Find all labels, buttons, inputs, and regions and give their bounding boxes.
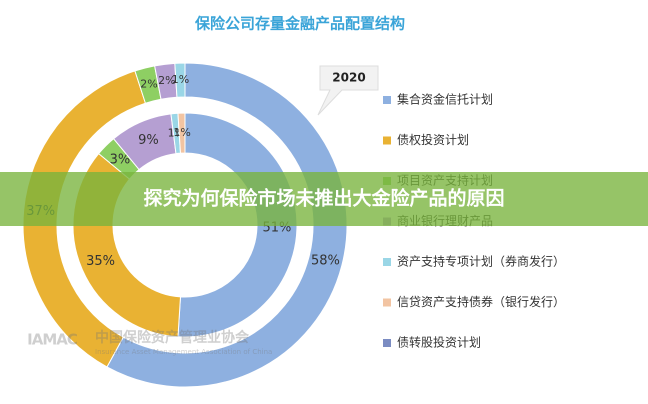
callout: 2020 [332, 71, 365, 85]
callout-box [317, 65, 379, 116]
legend-label: 信贷资产支持债券（银行发行） [397, 294, 565, 309]
data-label: 1% [172, 73, 189, 86]
data-label: 9% [138, 133, 159, 148]
banner-text: 探究为何保险市场未推出大金险产品的原因 [143, 187, 504, 210]
data-label: 58% [311, 254, 340, 269]
legend-marker [383, 136, 391, 145]
legend-marker [383, 96, 391, 104]
chart-title: 保险公司存量金融产品配置结构 [194, 15, 405, 33]
legend-label: 资产支持专项计划（券商发行） [397, 254, 565, 269]
legend-marker [383, 298, 391, 307]
banner [0, 172, 648, 226]
watermark-name: 中国保险资产管理业协会 [95, 329, 250, 346]
data-label: 35% [86, 254, 115, 269]
watermark-english: Insurance Asset Management Association o… [95, 348, 272, 356]
legend-label: 债权投资计划 [397, 132, 469, 147]
donut-slice [177, 112, 186, 154]
legend-marker [383, 258, 391, 266]
legend-label: 集合资金信托计划 [397, 92, 493, 107]
watermark: IAMAC 中国保险资产管理业协会 Insurance Asset Manage… [27, 329, 272, 356]
data-label: 3% [110, 152, 131, 167]
data-label: 2% [140, 78, 157, 91]
data-label: 2% [158, 74, 175, 87]
watermark-logo: IAMAC [27, 331, 78, 349]
legend-label: 债转股投资计划 [397, 335, 481, 350]
donut-slice [174, 62, 186, 98]
data-label: 1% [173, 126, 190, 139]
legend-marker [383, 339, 391, 347]
